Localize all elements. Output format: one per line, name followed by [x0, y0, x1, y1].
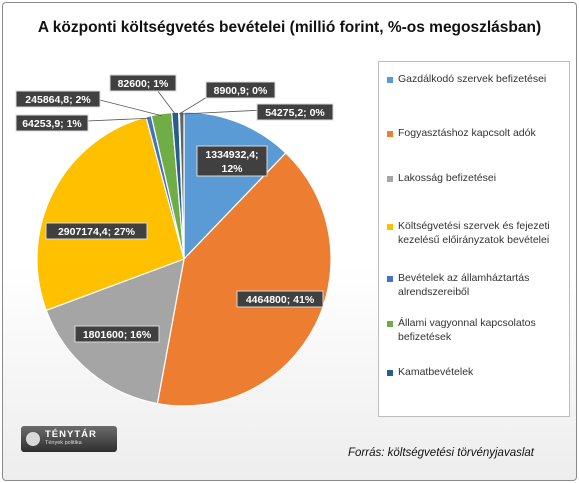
legend-label: Bevételek az államháztartás alrendszerei… [398, 272, 530, 298]
data-label-1: 12% [221, 163, 243, 175]
data-label-4: 2907174,4; 27% [58, 226, 136, 238]
data-label-6: 245864,8; 2% [25, 94, 91, 106]
logo-subtitle: Tények politika [45, 440, 82, 446]
data-label-box-9 [256, 103, 334, 121]
data-label-3: 1801600; 16% [83, 329, 152, 341]
legend-label: Költségvetési szervek és fejezeti kezelé… [398, 220, 550, 246]
legend-swatch [387, 276, 393, 282]
legend-swatch [387, 176, 393, 182]
legend-label: Kamatbevételek [398, 366, 474, 378]
legend-label: Gazdálkodó szervek befizetései [398, 73, 547, 85]
data-label-box-6 [15, 90, 101, 108]
logo-name: TÉNYTÁR [45, 429, 97, 440]
data-label-box-5 [15, 114, 89, 132]
leader-line-6 [91, 97, 162, 117]
data-label-2: 4464800; 41% [246, 294, 315, 306]
legend-swatch [387, 77, 393, 83]
data-label-box-8 [205, 81, 276, 99]
data-label-box-4 [45, 222, 148, 240]
data-label-box-2 [236, 290, 324, 308]
source-note: Forrás: költségvetési törvényjavaslat [348, 447, 534, 459]
data-label-1: 1334932,4; [205, 149, 258, 161]
legend-swatch [387, 224, 393, 230]
legend-swatch [387, 321, 393, 327]
data-label-9: 54275,2; 0% [265, 107, 325, 119]
leader-line-9 [181, 109, 265, 115]
logo-mark-icon [26, 432, 40, 446]
data-label-box-3 [74, 325, 160, 343]
data-label-8: 8900,9; 0% [214, 85, 268, 97]
legend-swatch [387, 370, 393, 376]
legend-swatch [387, 131, 393, 137]
data-label-box-1 [196, 145, 268, 177]
pie-slice-2 [156, 152, 332, 407]
chart-title: A központi költségvetés bevételei (milli… [37, 19, 542, 36]
tenytar-logo: TÉNYTÁR Tények politika [21, 426, 117, 452]
data-label-7: 82600; 1% [118, 78, 169, 90]
legend-label: Állami vagyonnal kapcsolatos befizetések [398, 317, 536, 343]
pie-chart: 1334932,4; 12% 4464800; 41% 1801600; 16% 290… [15, 74, 334, 407]
data-label-box-7 [109, 74, 177, 92]
pie-slice-4 [36, 116, 185, 312]
pie-slice-9 [178, 111, 185, 260]
data-label-5: 64253,9; 1% [22, 118, 82, 130]
legend-label: Fogyasztáshoz kapcsolt adók [398, 127, 536, 139]
legend-label: Lakosság befizetései [398, 172, 497, 184]
chart-legend: Gazdálkodó szervek befizetései Fogyasztás… [378, 61, 570, 417]
